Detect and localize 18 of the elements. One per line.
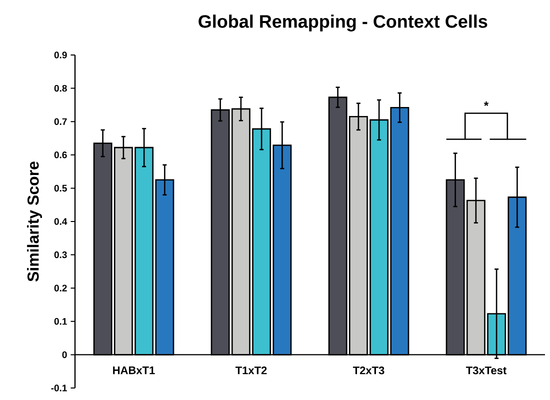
x-tick-label: T3xTest [466, 366, 506, 374]
chart-title: Global Remapping - Context Cells [198, 14, 488, 32]
annotation: * [484, 102, 489, 106]
y-tick-label: 0.9 [54, 52, 67, 58]
x-tick-label: T2xT3 [352, 366, 384, 374]
y-tick-label: 0.1 [54, 318, 67, 325]
y-tick-label: -0.1 [51, 384, 67, 392]
y-tick-label: 0.8 [54, 84, 67, 92]
y-tick-label: 0 [62, 351, 67, 358]
x-tick-label: HABxT1 [113, 366, 155, 374]
y-tick-label: 0.2 [54, 284, 67, 292]
x-tick-label: T1xT2 [235, 366, 267, 374]
y-tick-label: 0.6 [54, 152, 67, 158]
y-tick-label: 0.3 [54, 251, 67, 258]
y-axis-title: Similarity Score [27, 162, 42, 282]
y-tick-label: 0.7 [54, 118, 67, 125]
y-tick-label: 0.5 [54, 184, 67, 192]
y-tick-label: 0.4 [54, 218, 68, 225]
